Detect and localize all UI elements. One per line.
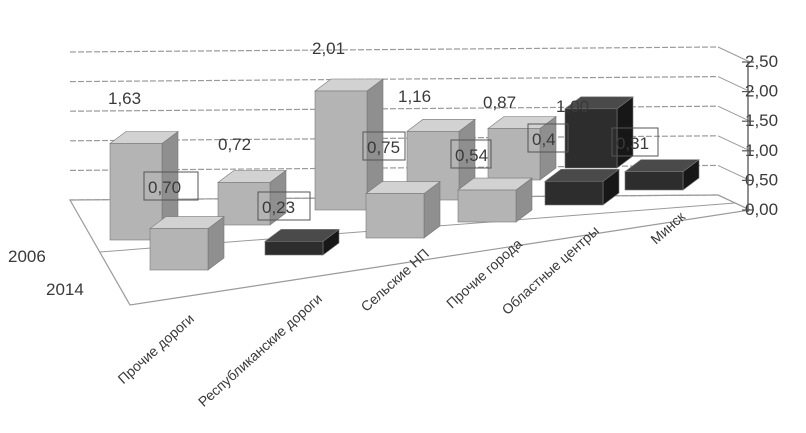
bar-2014 <box>624 171 684 191</box>
series-label: 2014 <box>46 280 84 299</box>
bar-2006 <box>109 143 163 241</box>
y-tick-label: 1,50 <box>745 111 778 130</box>
y-tick-label: 0,00 <box>745 200 778 219</box>
category-label: Минск <box>647 208 688 247</box>
data-label-box <box>450 139 492 169</box>
gridline-side <box>717 76 751 93</box>
gridline <box>69 46 719 53</box>
y-tick-label: 2,50 <box>745 52 778 71</box>
data-label-box <box>611 127 659 157</box>
category-label: Сельские НП <box>358 245 432 314</box>
data-label-2006: 1,00 <box>556 97 589 116</box>
category-label: Республиканские дороги <box>195 290 325 409</box>
bar-2014 <box>365 193 425 239</box>
data-label-2014: 0,31 <box>616 134 649 153</box>
bar-2006-side <box>616 96 634 169</box>
data-label-box <box>362 131 406 161</box>
data-label-box <box>143 171 199 201</box>
y-tick-label: 2,00 <box>745 82 778 101</box>
series-label: 2006 <box>8 247 46 266</box>
data-label-2014: 0,54 <box>455 146 488 165</box>
data-label-2014: 0,75 <box>367 138 400 157</box>
data-label-2006: 2,01 <box>312 39 345 58</box>
category-label: Прочие дороги <box>115 310 197 387</box>
gridline-side <box>717 46 751 63</box>
bar-2014 <box>264 241 324 256</box>
data-label-2006: 1,16 <box>398 87 431 106</box>
data-label-2006: 0,72 <box>218 135 251 154</box>
y-tick-label: 1,00 <box>745 141 778 160</box>
data-label-2014: 0,70 <box>148 178 181 197</box>
data-label-2006: 1,63 <box>108 89 141 108</box>
gridline-side <box>717 105 751 122</box>
bar-2006 <box>564 108 618 169</box>
value-labels: 1,63 0,72 2,01 1,16 0,87 1,00 0,70 0,23 0,75 0,54… <box>108 39 659 221</box>
data-label-2014: 0,23 <box>262 198 295 217</box>
gridline-side <box>717 135 751 152</box>
data-label-box <box>257 191 311 221</box>
gridline-side <box>717 164 751 181</box>
bar-2006 <box>487 128 541 181</box>
data-label-2006: 0,87 <box>483 93 516 112</box>
bars <box>109 78 700 271</box>
bar-2014 <box>544 181 604 206</box>
gridline <box>69 76 719 83</box>
bar-2014 <box>457 189 517 223</box>
data-label-2014: 0,4 <box>532 130 556 149</box>
data-label-box <box>527 123 569 153</box>
y-tick-label: 0,50 <box>745 170 778 189</box>
bar-2006 <box>217 182 271 226</box>
bar-2014 <box>149 228 209 271</box>
bar-2006 <box>314 90 368 211</box>
